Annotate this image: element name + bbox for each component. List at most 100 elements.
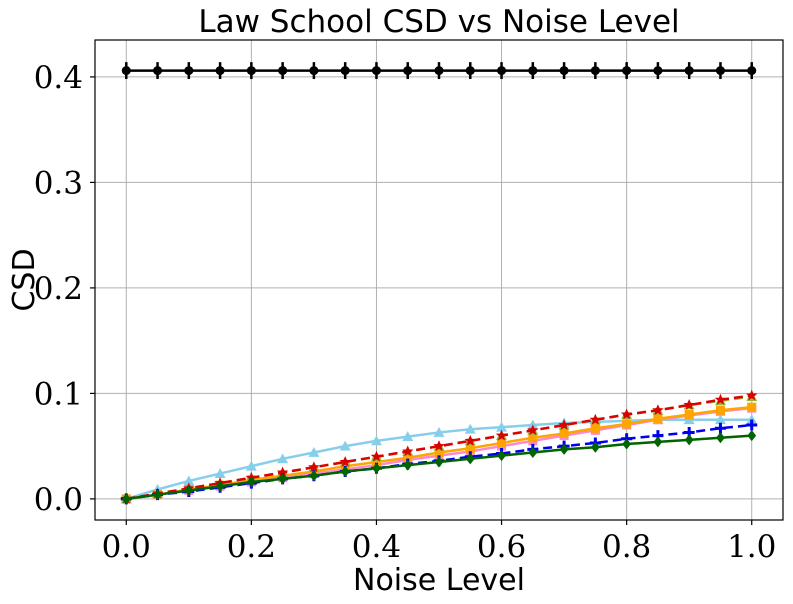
- data-point-red: [652, 404, 664, 416]
- data-point-black: [403, 66, 413, 76]
- x-axis-label: Noise Level: [353, 563, 525, 598]
- x-tick-label: 1.0: [727, 529, 776, 565]
- data-point-orange: [434, 447, 444, 457]
- data-point-red: [589, 413, 602, 425]
- x-tick-label: 0.2: [227, 529, 276, 565]
- data-point-green: [278, 473, 288, 485]
- data-point-black: [684, 66, 694, 76]
- x-tick-label: 0.6: [477, 529, 526, 565]
- data-point-orange: [653, 414, 663, 424]
- data-point-black: [371, 66, 381, 76]
- data-point-green: [528, 446, 538, 458]
- data-point-orange: [590, 423, 600, 433]
- data-point-red: [714, 393, 727, 405]
- data-point-skyblue: [496, 421, 508, 432]
- plot-frame: [94, 39, 784, 521]
- data-point-black: [715, 66, 725, 76]
- data-point-orange: [622, 419, 632, 429]
- data-point-orange: [747, 402, 757, 412]
- data-point-green: [309, 470, 319, 482]
- data-point-green: [434, 456, 444, 468]
- data-point-skyblue: [245, 460, 257, 471]
- data-point-skyblue: [402, 431, 414, 442]
- y-tick-label: 0.0: [34, 482, 83, 518]
- data-point-skyblue: [370, 435, 382, 446]
- data-point-orange: [403, 453, 413, 463]
- data-point-red: [308, 461, 320, 473]
- data-point-skyblue: [339, 440, 351, 451]
- data-point-red: [339, 455, 351, 467]
- data-point-green: [465, 453, 475, 465]
- data-point-black: [559, 66, 569, 76]
- data-point-green: [653, 436, 663, 448]
- data-point-green: [497, 450, 506, 462]
- y-tick-label: 0.4: [34, 60, 83, 96]
- data-point-green: [716, 432, 725, 444]
- data-point-black: [340, 66, 350, 76]
- data-point-skyblue: [277, 453, 289, 464]
- data-point-black: [153, 66, 163, 76]
- data-point-red: [495, 429, 508, 441]
- data-point-black: [121, 66, 131, 76]
- data-point-orange: [715, 405, 725, 415]
- data-point-blue: [714, 422, 726, 434]
- data-point-orange: [528, 433, 538, 443]
- data-point-green: [153, 489, 162, 501]
- series-black: [121, 62, 757, 80]
- data-point-black: [246, 66, 256, 76]
- data-point-black: [590, 66, 600, 76]
- data-point-skyblue: [433, 426, 445, 437]
- series-green: [121, 430, 757, 505]
- data-point-black: [278, 66, 288, 76]
- data-point-orange: [497, 438, 507, 448]
- data-point-black: [528, 66, 538, 76]
- data-point-red: [683, 399, 695, 410]
- data-point-green: [684, 434, 694, 446]
- data-point-red: [746, 389, 758, 401]
- data-point-black: [309, 66, 319, 76]
- data-point-red: [464, 434, 476, 446]
- y-tick-label: 0.2: [34, 271, 83, 307]
- data-point-green: [215, 480, 225, 492]
- data-point-green: [184, 484, 194, 496]
- data-point-blue: [746, 419, 758, 431]
- data-point-black: [215, 66, 225, 76]
- data-point-orange: [465, 443, 475, 453]
- y-tick-label: 0.1: [34, 376, 83, 412]
- data-point-orange: [371, 457, 381, 467]
- data-point-red: [620, 408, 633, 420]
- data-point-black: [747, 66, 757, 76]
- data-point-skyblue: [308, 446, 320, 457]
- data-point-red: [433, 440, 445, 452]
- tick-layer: 0.0 0.2 0.4 0.6 0.8 1.0 0.0 0.1 0.2 0.3 0.4: [34, 60, 777, 565]
- data-point-red: [370, 450, 383, 462]
- y-tick-label: 0.3: [34, 165, 83, 201]
- chart-title: Law School CSD vs Noise Level: [198, 4, 679, 40]
- data-point-green: [246, 476, 256, 488]
- data-point-green: [747, 430, 757, 442]
- data-point-red: [402, 445, 414, 457]
- data-point-skyblue: [214, 468, 226, 478]
- data-point-skyblue: [714, 414, 726, 425]
- data-point-green: [622, 438, 632, 450]
- data-point-green: [403, 459, 413, 471]
- x-tick-label: 0.4: [352, 529, 401, 565]
- data-point-skyblue: [746, 414, 758, 425]
- data-point-red: [527, 424, 539, 436]
- x-tick-label: 0.0: [102, 529, 151, 565]
- series-line-red: [126, 394, 752, 501]
- data-point-green: [372, 462, 381, 474]
- data-point-black: [622, 66, 632, 76]
- data-point-black: [184, 66, 194, 76]
- data-point-skyblue: [183, 475, 195, 486]
- data-point-green: [340, 465, 350, 477]
- data-point-black: [653, 66, 663, 76]
- data-point-green: [590, 441, 600, 453]
- data-point-red: [558, 419, 570, 430]
- data-point-green: [121, 493, 131, 505]
- grid-layer: [95, 40, 783, 520]
- series-layer: [120, 62, 758, 505]
- x-tick-label: 0.8: [602, 529, 651, 565]
- data-point-orange: [684, 410, 694, 420]
